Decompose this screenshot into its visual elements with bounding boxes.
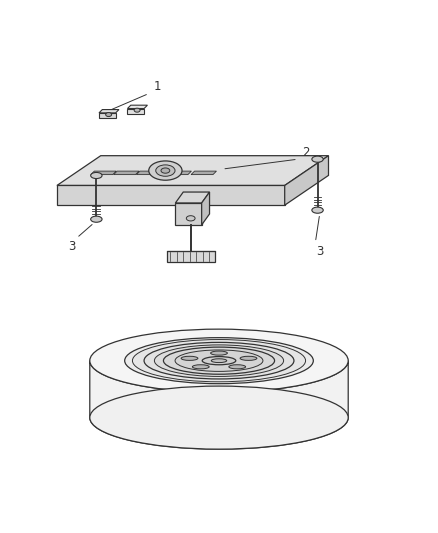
Ellipse shape	[132, 340, 306, 382]
Text: 3: 3	[69, 240, 76, 253]
Polygon shape	[127, 109, 144, 114]
Ellipse shape	[156, 165, 175, 176]
Ellipse shape	[312, 156, 323, 162]
Ellipse shape	[154, 345, 284, 376]
Ellipse shape	[175, 350, 263, 372]
Polygon shape	[201, 192, 209, 225]
Polygon shape	[175, 203, 201, 225]
Polygon shape	[99, 113, 116, 118]
Ellipse shape	[211, 351, 227, 355]
Ellipse shape	[134, 108, 140, 112]
Polygon shape	[90, 361, 348, 449]
Polygon shape	[57, 185, 285, 205]
Text: 2: 2	[302, 146, 310, 159]
Ellipse shape	[163, 347, 275, 374]
Ellipse shape	[186, 216, 195, 221]
Ellipse shape	[240, 356, 257, 360]
Ellipse shape	[192, 365, 209, 369]
Ellipse shape	[91, 173, 102, 179]
Ellipse shape	[202, 357, 236, 365]
Ellipse shape	[181, 356, 198, 360]
Ellipse shape	[144, 342, 294, 379]
Text: 3: 3	[316, 245, 323, 257]
Polygon shape	[127, 105, 148, 109]
Ellipse shape	[91, 216, 102, 222]
Polygon shape	[285, 156, 328, 205]
Polygon shape	[166, 171, 191, 175]
Ellipse shape	[229, 365, 246, 369]
Polygon shape	[91, 171, 116, 175]
Polygon shape	[99, 110, 119, 113]
Polygon shape	[191, 171, 216, 175]
Ellipse shape	[90, 386, 348, 449]
Ellipse shape	[161, 168, 170, 173]
Ellipse shape	[106, 112, 112, 117]
Ellipse shape	[90, 329, 348, 392]
Polygon shape	[166, 251, 215, 262]
Polygon shape	[175, 192, 209, 203]
Ellipse shape	[211, 359, 227, 362]
Polygon shape	[136, 171, 162, 175]
Polygon shape	[57, 156, 328, 185]
Polygon shape	[113, 171, 139, 175]
Ellipse shape	[149, 161, 182, 180]
Text: 1: 1	[153, 80, 161, 93]
Ellipse shape	[312, 207, 323, 213]
Ellipse shape	[125, 337, 313, 384]
